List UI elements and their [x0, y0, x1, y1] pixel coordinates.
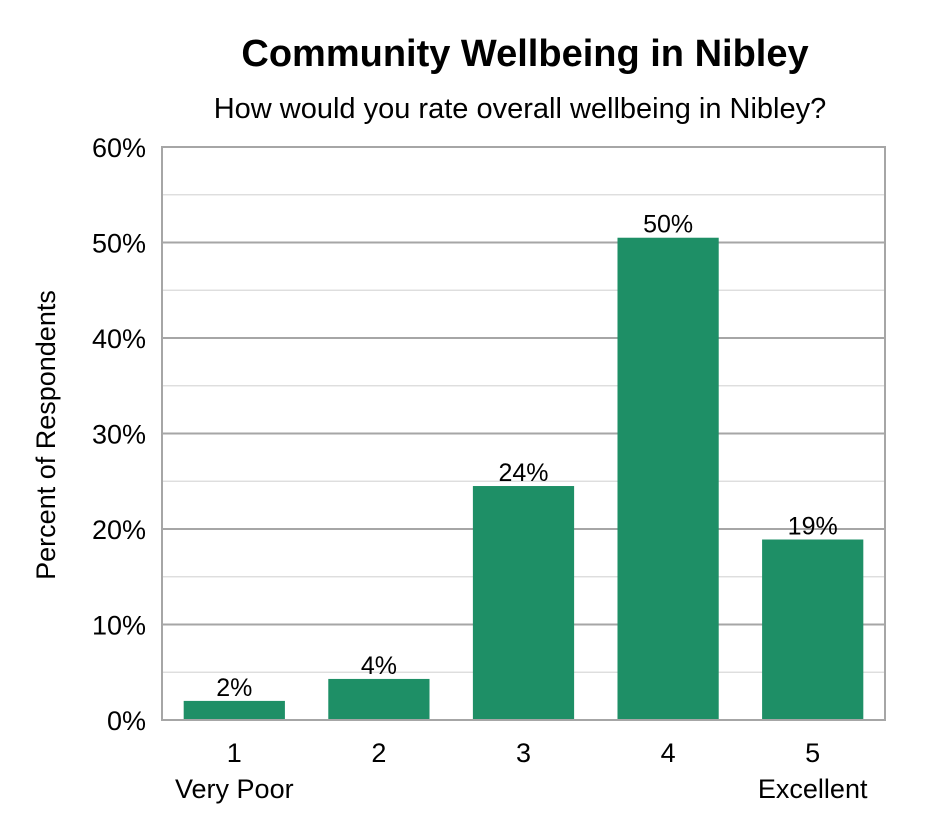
- bar: [617, 237, 719, 720]
- gridlines: [162, 194, 885, 673]
- y-tick-labels: 0% 10% 20% 30% 40% 50% 60%: [92, 133, 146, 736]
- x-tick-labels: 1 Very Poor 2 3 4 5 Excellent: [175, 738, 868, 804]
- data-label: 50%: [643, 211, 693, 239]
- x-tick-label: 5: [805, 738, 820, 768]
- bar: [328, 678, 430, 720]
- data-label: 24%: [498, 459, 548, 487]
- y-tick-label: 40%: [92, 324, 146, 354]
- data-label: 4%: [361, 652, 397, 680]
- y-tick-label: 60%: [92, 133, 146, 163]
- y-tick-label: 50%: [92, 229, 146, 259]
- chart-title: Community Wellbeing in Nibley: [241, 33, 808, 75]
- data-label: 19%: [788, 513, 838, 541]
- data-labels-group: 2% 4% 24% 50% 19%: [216, 211, 837, 702]
- x-tick-label: 3: [516, 738, 531, 768]
- x-tick-label: 2: [371, 738, 386, 768]
- x-tick-sublabel: Very Poor: [175, 774, 294, 804]
- y-tick-label: 20%: [92, 515, 146, 545]
- x-tick-label: 4: [661, 738, 676, 768]
- data-label: 2%: [216, 674, 252, 702]
- y-tick-label: 0%: [107, 706, 146, 736]
- plot-frame: [161, 146, 886, 721]
- bar: [472, 486, 575, 720]
- bar: [762, 539, 864, 720]
- y-tick-label: 10%: [92, 611, 146, 641]
- y-axis-label: Percent of Respondents: [31, 290, 61, 580]
- bar: [183, 700, 285, 720]
- bars-group: [183, 237, 864, 720]
- chart-subtitle: How would you rate overall wellbeing in …: [214, 93, 827, 125]
- x-tick-label: 1: [227, 738, 242, 768]
- x-tick-sublabel: Excellent: [758, 774, 868, 804]
- y-tick-label: 30%: [92, 420, 146, 450]
